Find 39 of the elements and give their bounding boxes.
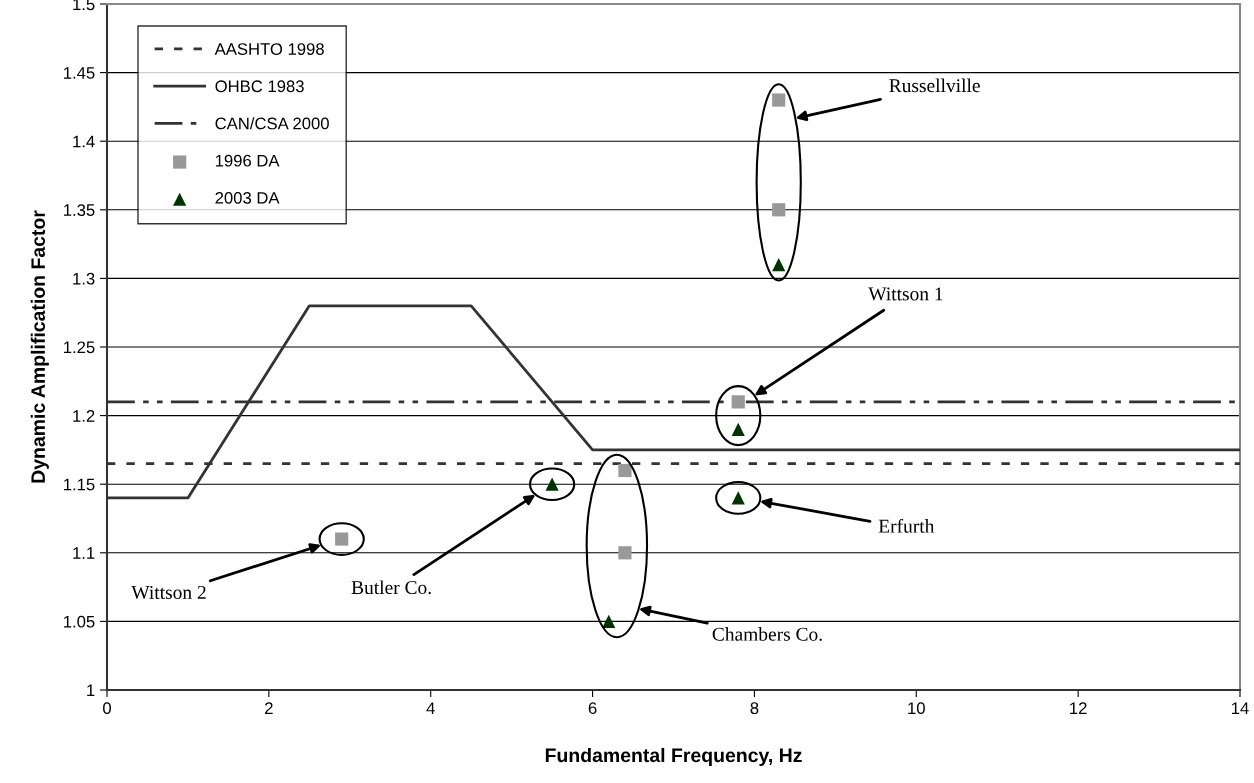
annotation: Butler Co.	[351, 580, 431, 595]
point	[772, 203, 786, 217]
legend-label: CAN/CSA 2000	[215, 117, 329, 130]
legend-label: AASHTO 1998	[214, 43, 324, 55]
point	[618, 546, 632, 560]
legend-label: OHBC 1983	[215, 80, 304, 93]
point	[772, 258, 786, 272]
legend-label: 2003 DA	[215, 191, 280, 204]
y-tick-label: 1.2	[73, 410, 95, 422]
point	[772, 93, 786, 107]
y-tick-label: 1	[87, 684, 95, 697]
x-tick-label: 8	[750, 702, 759, 715]
point	[731, 422, 745, 436]
annotation: Wittson 2	[131, 585, 206, 600]
y-tick-label: 1.45	[64, 67, 95, 79]
annotation: Chambers Co.	[712, 627, 822, 641]
point	[602, 614, 616, 628]
y-tick-label: 1.15	[64, 478, 95, 491]
point	[618, 463, 632, 478]
y-tick-label: 1.1	[73, 547, 95, 559]
y-tick-label: 1.25	[64, 341, 95, 354]
y-tick-label: 1.05	[64, 615, 95, 628]
x-tick-label: 6	[588, 702, 597, 715]
x-tick-label: 0	[103, 702, 111, 715]
y-axis-title: Dynamic Amplification Factor	[30, 210, 49, 483]
y-tick-label: 1.3	[73, 272, 95, 285]
y-tick-label: 1.35	[64, 204, 95, 216]
x-axis-title: Fundamental Frequency, Hz	[545, 747, 802, 767]
x-tick-label: 12	[1070, 702, 1087, 714]
legend-label: 1996 DA	[215, 154, 280, 167]
x-tick-label: 14	[1232, 702, 1249, 714]
x-tick-label: 4	[426, 702, 435, 714]
x-tick-label: 2	[265, 702, 273, 714]
annotation: Erfurth	[878, 518, 935, 533]
annotation: Wittson 1	[868, 287, 943, 301]
point	[731, 395, 745, 409]
x-tick-label: 10	[908, 702, 925, 715]
y-tick-label: 1.4	[73, 135, 95, 148]
annotation: Russellville	[889, 78, 980, 93]
